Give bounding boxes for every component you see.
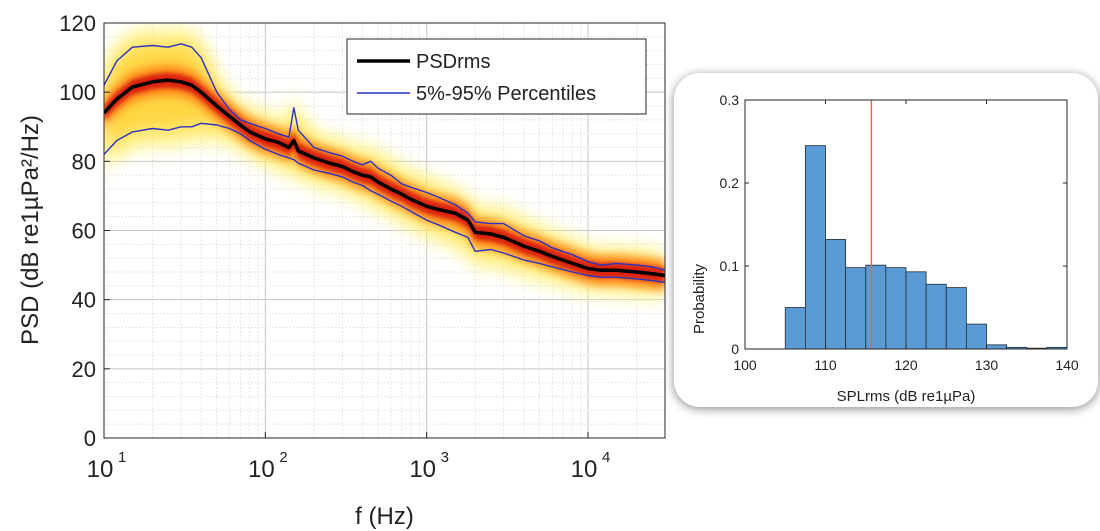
histogram-x-axis-label: SPLrms (dB re1µPa) bbox=[837, 388, 976, 405]
y-tick-label: 20 bbox=[72, 357, 96, 382]
histogram-bar bbox=[845, 267, 867, 350]
x-axis-label: f (Hz) bbox=[355, 503, 414, 530]
histogram-y-axis-label: Probability bbox=[691, 263, 708, 334]
histogram-bar bbox=[825, 239, 847, 350]
x-tick-label: 10 bbox=[87, 456, 114, 483]
histogram-x-tick-label: 110 bbox=[814, 357, 837, 373]
histogram-bar bbox=[804, 145, 826, 350]
histogram-bar bbox=[905, 271, 927, 350]
histogram-chart: 0 0.1 0.2 0.3 100 110 120 130 140 SPLrms (dB re1… bbox=[691, 92, 1079, 405]
histogram-bar bbox=[925, 283, 947, 350]
x-tick-label-exponent: 3 bbox=[441, 449, 449, 466]
x-tick-label: 10 bbox=[248, 456, 275, 483]
y-tick-label: 60 bbox=[72, 219, 96, 244]
histogram-x-tick-label: 130 bbox=[975, 357, 999, 373]
x-tick-label-exponent: 2 bbox=[279, 449, 287, 466]
histogram-bar bbox=[784, 307, 806, 350]
histogram-y-tick-label: 0.1 bbox=[720, 258, 740, 274]
y-tick-label: 100 bbox=[59, 80, 96, 105]
legend: PSDrms 5%-95% Percentiles bbox=[346, 38, 647, 115]
histogram-bar bbox=[865, 264, 887, 350]
histogram-bar bbox=[945, 287, 967, 350]
histogram-bar bbox=[965, 323, 987, 350]
y-tick-label: 120 bbox=[59, 11, 96, 36]
x-tick-label: 10 bbox=[409, 456, 436, 483]
histogram-bar bbox=[885, 267, 907, 350]
series-line-percentile-5 bbox=[104, 122, 665, 284]
histogram-x-tick-label: 140 bbox=[1055, 357, 1079, 373]
histogram-y-tick-label: 0 bbox=[731, 341, 739, 357]
density-core-red bbox=[104, 72, 665, 284]
y-tick-label: 80 bbox=[72, 149, 96, 174]
x-tick-label-exponent: 1 bbox=[118, 449, 126, 466]
x-tick-label-exponent: 4 bbox=[602, 449, 610, 466]
inset-card: 0 0.1 0.2 0.3 100 110 120 130 140 SPLrms (dB re1… bbox=[674, 73, 1098, 407]
y-axis-label: PSD (dB re1µPa²/Hz) bbox=[17, 115, 44, 345]
legend-box bbox=[346, 38, 647, 115]
histogram-y-tick-label: 0.3 bbox=[720, 92, 740, 108]
y-tick-label: 40 bbox=[72, 288, 96, 313]
series-line-percentile-95 bbox=[104, 43, 665, 271]
legend-label-psdrms: PSDrms bbox=[416, 51, 490, 73]
x-tick-label: 10 bbox=[571, 456, 598, 483]
histogram-y-tick-label: 0.2 bbox=[720, 175, 740, 191]
y-tick-label: 0 bbox=[84, 426, 96, 451]
series-line-psdrms bbox=[104, 78, 665, 278]
histogram-x-tick-label: 100 bbox=[733, 357, 757, 373]
histogram-axis-ticks: 0 0.1 0.2 0.3 100 110 120 130 140 bbox=[720, 92, 1079, 373]
histogram-bar bbox=[986, 344, 1008, 350]
histogram-x-tick-label: 120 bbox=[894, 357, 918, 373]
legend-label-percentiles: 5%-95% Percentiles bbox=[416, 83, 596, 105]
series-lines bbox=[104, 43, 665, 284]
